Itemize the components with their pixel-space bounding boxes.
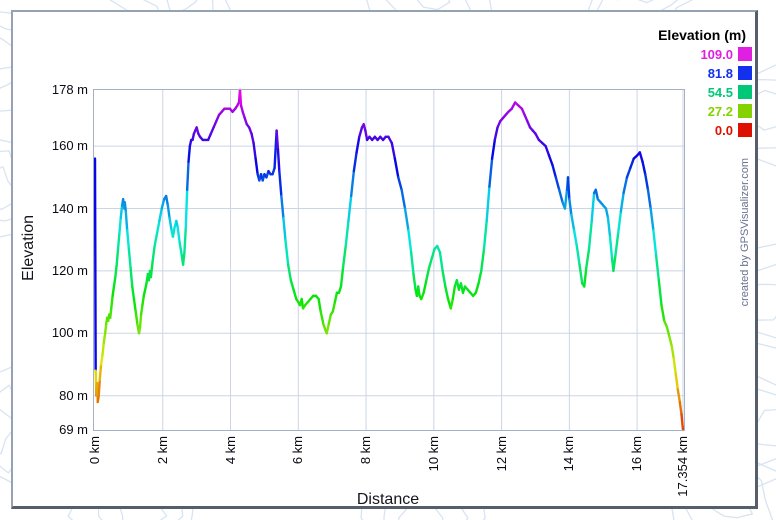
topo-contour: [0, 165, 16, 211]
legend-swatch: [738, 66, 752, 80]
legend-title: Elevation (m): [658, 27, 746, 43]
legend-value: 81.8: [707, 65, 733, 81]
legend-swatch: [738, 47, 752, 61]
legend-value: 54.5: [707, 84, 733, 100]
topo-contour: [0, 408, 14, 455]
topo-contour: [416, 0, 451, 11]
watermark: created by GPSVisualizer.com: [739, 158, 751, 307]
legend-entry: 0.0: [640, 122, 752, 138]
legend-swatch: [738, 104, 752, 118]
legend-value: 27.2: [707, 103, 733, 119]
topo-contour: [0, 37, 23, 70]
legend-swatch: [738, 85, 752, 99]
topo-contour: [615, 0, 655, 4]
legend-entry: 27.2: [640, 103, 752, 119]
legend-entry: 81.8: [640, 65, 752, 81]
topo-contour: [166, 0, 198, 16]
legend-entry: 109.0: [640, 46, 752, 62]
legend-value: 0.0: [714, 122, 733, 138]
legend-entry: 54.5: [640, 84, 752, 100]
legend-swatch: [738, 123, 752, 137]
legend-value: 109.0: [700, 46, 733, 62]
legend: Elevation (m) 109.0 81.8 54.5 27.2 0.0: [640, 27, 752, 142]
